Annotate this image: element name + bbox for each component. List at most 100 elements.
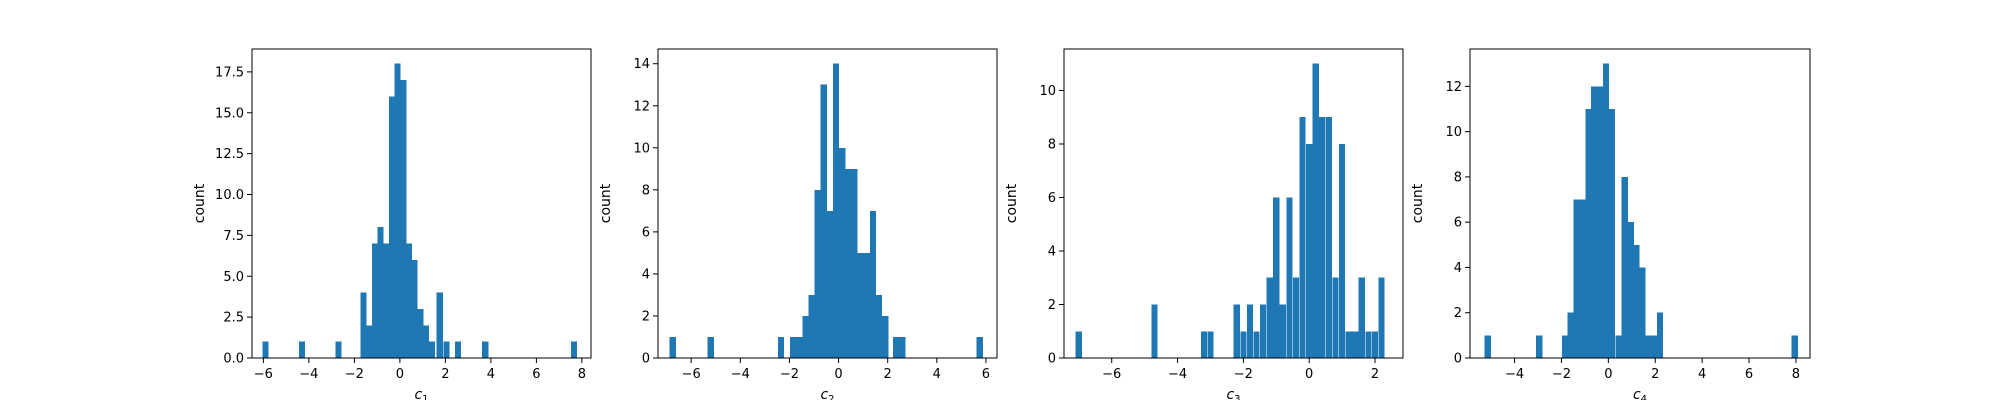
y-tick-label: 0 xyxy=(642,352,650,367)
y-tick-label: 8 xyxy=(1048,137,1056,152)
histogram-bar xyxy=(400,80,407,358)
bars xyxy=(669,63,983,359)
histogram-bar xyxy=(1259,304,1267,358)
histogram-bar xyxy=(1608,108,1616,359)
x-axis-label-subscript: 3 xyxy=(1234,394,1240,400)
y-axis-label: count xyxy=(1410,183,1426,223)
y-tick-label: 10 xyxy=(1039,84,1056,99)
x-axis: −6 −4 −2 0 2 4 6 8 xyxy=(254,358,586,382)
y-tick-label: 12 xyxy=(633,99,650,114)
histogram-bar xyxy=(1299,117,1306,358)
histogram-bar xyxy=(428,341,435,358)
histogram-bar xyxy=(1633,244,1640,358)
x-axis: −4 −2 0 2 4 6 8 xyxy=(1505,358,1800,382)
x-tick-label: 2 xyxy=(1651,367,1659,382)
histogram-bar xyxy=(976,336,983,358)
y-axis-label: count xyxy=(1004,183,1020,223)
histogram-bar xyxy=(1579,199,1586,358)
histogram-bar xyxy=(1279,304,1286,358)
histogram-bar xyxy=(869,210,877,358)
x-axis-label: c1 xyxy=(414,387,428,400)
histogram-bar xyxy=(1484,335,1491,358)
y-axis: 0.0 2.5 5.0 7.5 10.0 12.5 15.0 17.5 xyxy=(215,65,252,367)
histogram-bar xyxy=(1645,335,1652,358)
x-tick-label: 0 xyxy=(834,367,842,382)
x-axis: −6 −4 −2 0 2 xyxy=(1102,358,1379,382)
plot-frame xyxy=(1469,48,1811,359)
histogram-bar xyxy=(1615,335,1623,358)
histogram-bar xyxy=(1246,304,1254,358)
histogram-bar xyxy=(802,315,809,358)
bars xyxy=(1484,63,1798,359)
histogram-bar xyxy=(1567,312,1574,358)
histogram-bar xyxy=(1240,331,1247,358)
histogram-bar xyxy=(1352,331,1359,358)
histogram-bar xyxy=(383,243,390,358)
x-tick-label: 0 xyxy=(1604,367,1612,382)
histogram-bar xyxy=(826,210,834,358)
histogram-bar xyxy=(707,336,714,358)
histogram-bar xyxy=(1596,86,1604,358)
x-tick-label: 4 xyxy=(1698,367,1706,382)
x-tick-label: −2 xyxy=(780,367,799,382)
x-tick-label: 2 xyxy=(441,367,449,382)
histogram-bar xyxy=(1561,335,1569,358)
y-tick-label: 0 xyxy=(1048,352,1056,367)
x-tick-label: 0 xyxy=(1305,367,1313,382)
histogram-bar xyxy=(851,168,858,358)
y-tick-label: 5.0 xyxy=(223,270,244,285)
y-axis: 0 2 4 6 8 10 12 14 xyxy=(633,57,658,367)
histogram-bar xyxy=(857,252,864,358)
x-tick-label: 0 xyxy=(396,367,404,382)
histogram-bar xyxy=(417,308,424,358)
histogram-bar xyxy=(405,243,413,358)
x-tick-label: −2 xyxy=(1552,367,1571,382)
x-tick-label: −6 xyxy=(254,367,273,382)
y-axis: 0 2 4 6 8 10 xyxy=(1039,84,1064,367)
y-tick-label: 10 xyxy=(633,141,650,156)
histogram-bar xyxy=(1338,143,1346,358)
histogram-bar xyxy=(1233,304,1240,358)
histogram-bar xyxy=(1273,197,1280,358)
y-tick-label: 17.5 xyxy=(215,65,244,80)
x-axis: −6 −4 −2 0 2 4 6 xyxy=(682,358,990,382)
x-tick-label: 6 xyxy=(532,367,540,382)
histogram-bar xyxy=(1325,117,1333,358)
histogram-bar xyxy=(360,292,367,358)
y-tick-label: 8 xyxy=(642,183,650,198)
x-axis-label: c2 xyxy=(820,387,834,400)
y-tick-label: 2 xyxy=(642,309,650,324)
histogram-bar xyxy=(1207,331,1214,358)
x-tick-label: −2 xyxy=(1234,367,1253,382)
histogram-bar xyxy=(1650,335,1658,358)
x-axis-label-subscript: 4 xyxy=(1641,394,1647,400)
histogram-bar xyxy=(1378,277,1385,358)
x-axis-label: c4 xyxy=(1633,387,1647,400)
histogram-bar xyxy=(1358,277,1365,358)
histogram-bar xyxy=(436,292,443,358)
histogram-bar xyxy=(366,325,373,358)
histogram-bar xyxy=(1332,277,1339,358)
x-axis-label: c3 xyxy=(1226,387,1240,400)
y-tick-label: 2.5 xyxy=(223,311,244,326)
x-tick-label: 6 xyxy=(982,367,990,382)
histogram-panel-1: 0.0 2.5 5.0 7.5 10.0 12.5 15.0 17.5 −6 −4 −2 0 2 4 6 8… xyxy=(192,48,592,400)
histogram-bar xyxy=(388,96,395,358)
histogram-bar xyxy=(893,336,900,358)
x-axis-label-base: c xyxy=(820,387,828,400)
histogram-bar xyxy=(1656,312,1664,358)
histogram-bar xyxy=(845,168,852,358)
histogram-bar xyxy=(790,336,797,358)
histogram-bar xyxy=(1200,331,1207,358)
x-axis-label-subscript: 1 xyxy=(422,394,428,400)
y-axis: 0 2 4 6 8 10 12 xyxy=(1445,80,1470,367)
x-tick-label: −2 xyxy=(345,367,364,382)
histogram-bar xyxy=(839,147,846,358)
histogram-bar xyxy=(1602,63,1610,359)
histogram-bar xyxy=(570,341,577,358)
histogram-bar xyxy=(394,63,401,359)
histogram-bar xyxy=(1627,222,1634,358)
histogram-bar xyxy=(1573,199,1580,358)
histogram-bar xyxy=(863,252,870,358)
histogram-bar xyxy=(335,341,342,358)
